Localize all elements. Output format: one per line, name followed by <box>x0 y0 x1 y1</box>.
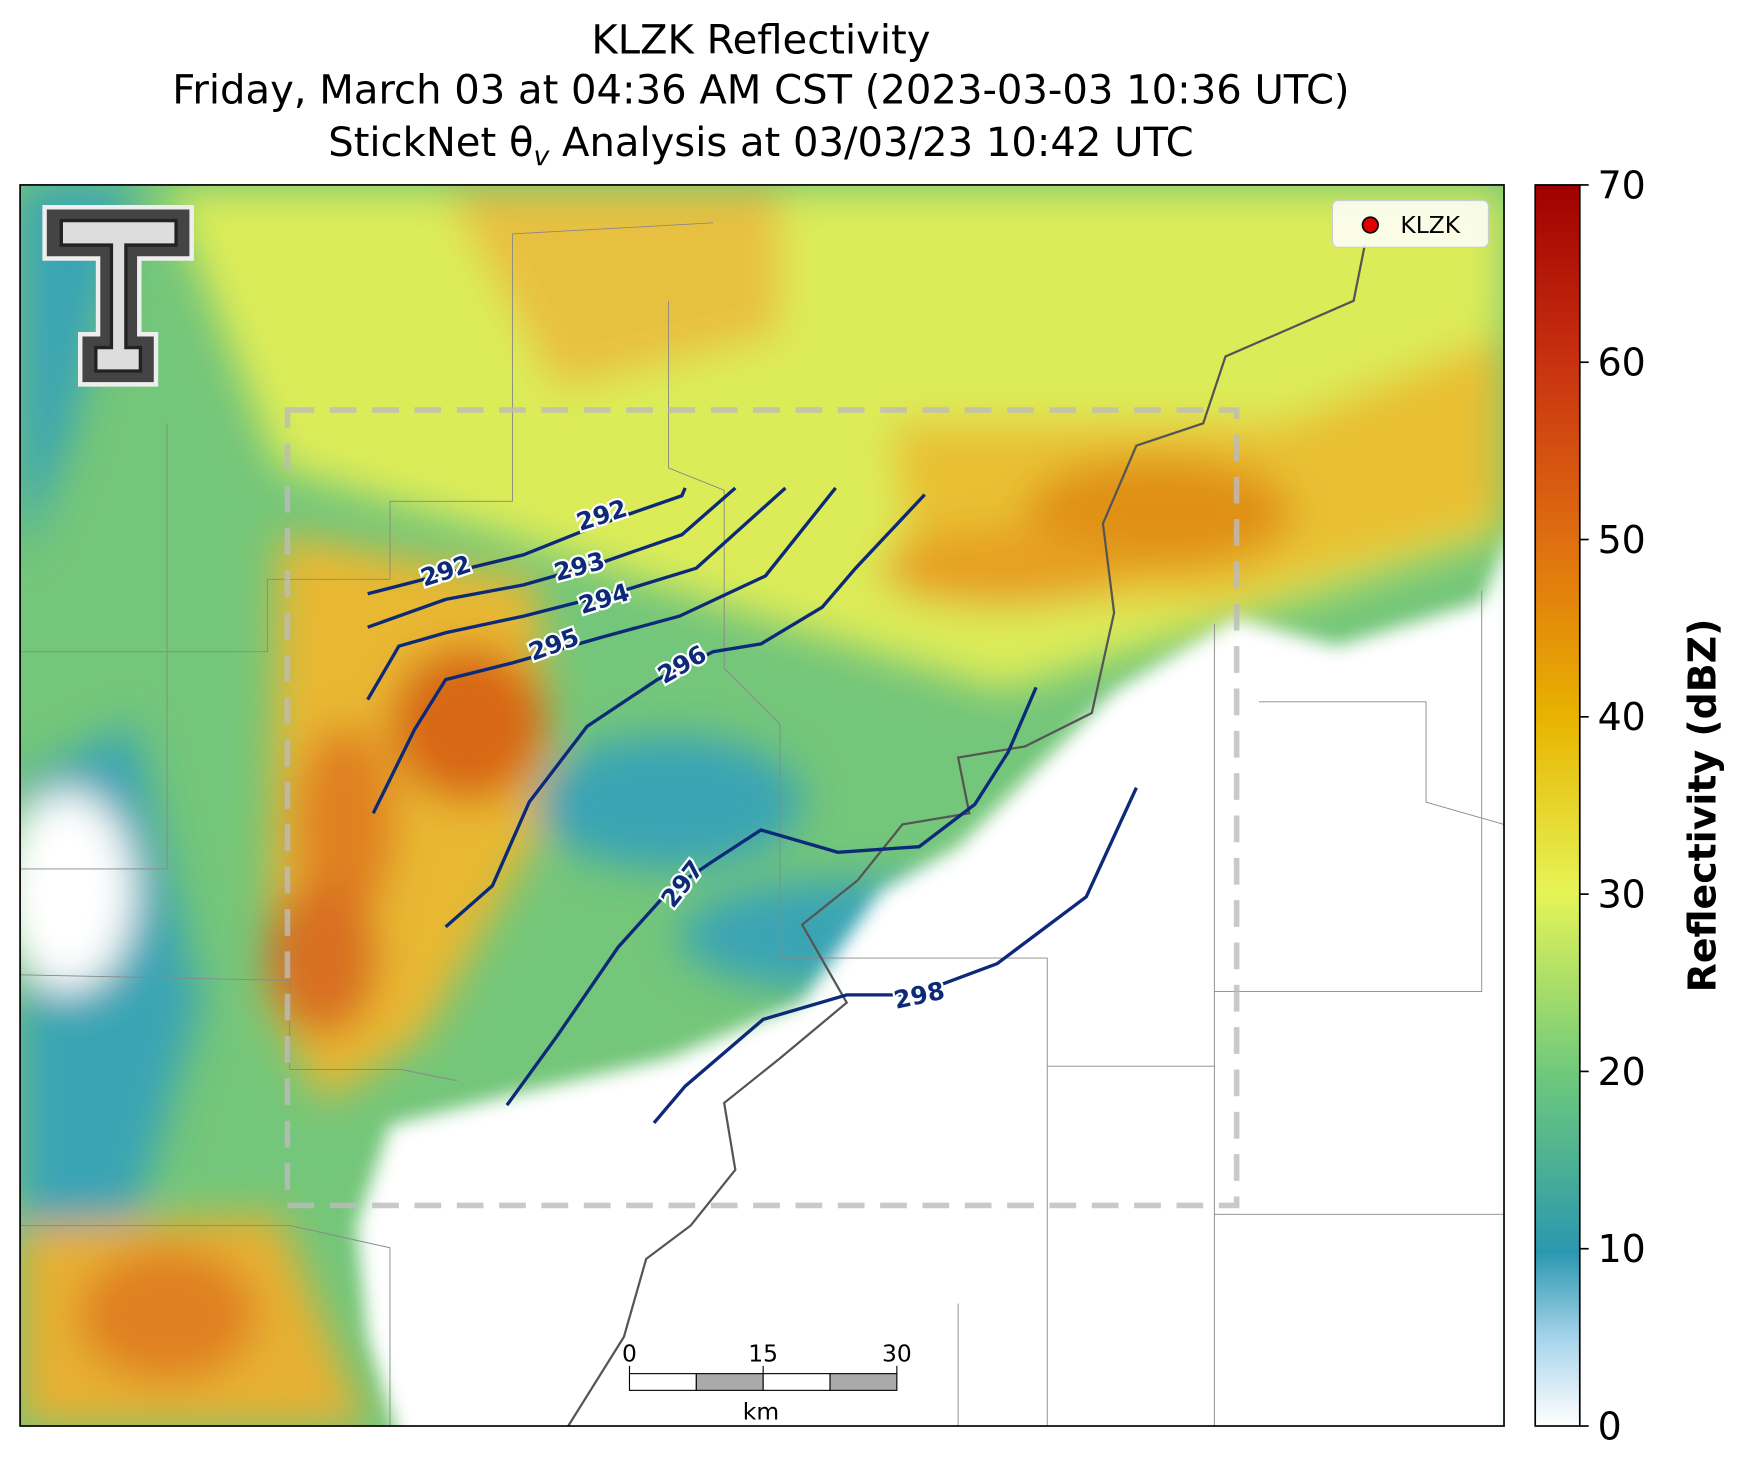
title-line: KLZK Reflectivity <box>591 17 930 63</box>
analysis-domain <box>284 407 1240 1209</box>
map-frame <box>19 184 1505 1427</box>
scale-segment <box>829 1373 898 1391</box>
scale-unit: km <box>743 1397 779 1425</box>
scale-segment <box>762 1373 831 1391</box>
colorbar-tick-label: 70 <box>1598 163 1646 207</box>
legend: KLZK <box>1331 199 1489 248</box>
contour-line <box>505 686 1038 1107</box>
contour-line <box>367 487 687 596</box>
colorbar-tick-label: 40 <box>1598 695 1646 739</box>
logo <box>42 204 194 387</box>
colorbar-tick-label: 10 <box>1598 1227 1646 1271</box>
scale-tick-label: 15 <box>748 1339 778 1367</box>
colorbar-scale <box>1534 184 1581 1427</box>
contour-line <box>371 486 837 815</box>
colorbar-label: Reflectivity (dBZ) <box>1681 619 1725 993</box>
scale-tick-label: 0 <box>622 1339 637 1367</box>
contour-line <box>444 493 926 929</box>
scale-bar: km 0 15 30 <box>622 1339 912 1425</box>
contour-line <box>367 486 737 629</box>
scale-tick-label: 30 <box>882 1339 912 1367</box>
reflectivity-field <box>20 184 1505 1427</box>
legend-marker <box>1361 216 1379 234</box>
colorbar-tick-label: 20 <box>1598 1050 1646 1094</box>
title-line: Friday, March 03 at 04:36 AM CST (2023-0… <box>172 68 1349 114</box>
scale-segment <box>628 1373 697 1391</box>
title: KLZK Reflectivity Friday, March 03 at 04… <box>172 17 1349 171</box>
contour-line <box>652 786 1138 1125</box>
colorbar-tick-label: 60 <box>1598 341 1646 385</box>
colorbar-tick-label: 50 <box>1598 518 1646 562</box>
legend-box <box>1331 199 1489 248</box>
colorbar-tick-label: 30 <box>1598 872 1646 916</box>
theta-contours <box>366 486 1138 1125</box>
title-line: StickNet θv Analysis at 03/03/23 10:42 U… <box>328 120 1193 172</box>
colorbar-tick-label: 0 <box>1598 1404 1622 1448</box>
scale-segment <box>695 1373 764 1391</box>
colorbar: Reflectivity (dBZ) 0 10 20 30 40 50 60 70 <box>1534 163 1725 1448</box>
state-border <box>567 244 1366 1427</box>
legend-label: KLZK <box>1400 211 1460 239</box>
contour-line <box>366 486 787 701</box>
